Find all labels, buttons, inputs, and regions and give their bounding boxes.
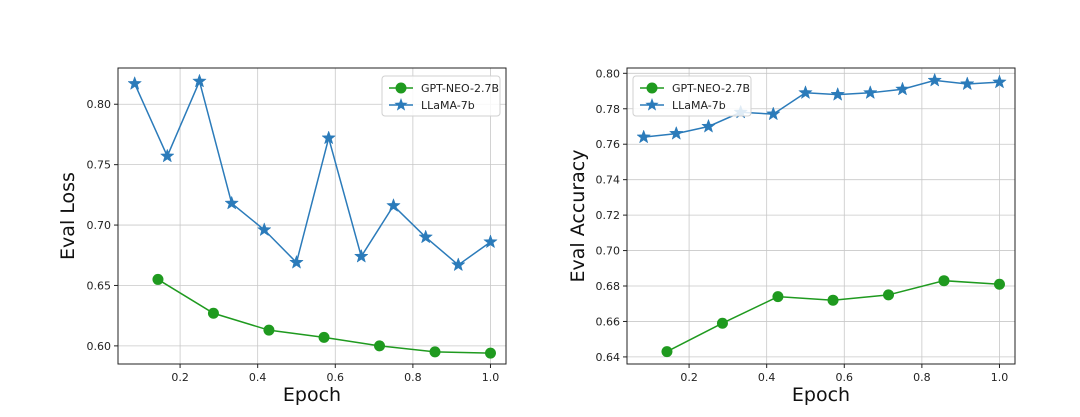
data-point-llama [224,195,240,210]
x-tick-label: 0.4 [249,371,267,384]
data-point-gpt [318,331,330,343]
legend-box [632,75,752,117]
y-axis-title: Eval Accuracy [567,150,589,283]
y-tick-label: 0.80 [596,67,621,80]
data-point-llama [830,86,846,101]
y-tick-label: 0.68 [596,280,621,293]
data-point-gpt [263,324,275,336]
plot-frame [626,67,1016,365]
y-tick-label: 0.70 [87,219,112,232]
x-tick-label: 0.6 [836,371,854,384]
data-point-llama [159,148,175,163]
data-point-gpt [207,307,219,319]
x-tick-label: 0.2 [680,371,698,384]
y-tick-label: 0.80 [87,98,112,111]
series-line-llama [643,79,1000,138]
data-point-llama [192,73,207,88]
data-point-gpt [883,289,895,301]
data-point-llama [862,85,878,100]
y-tick-label: 0.76 [596,138,621,151]
x-axis-title: Epoch [283,384,341,406]
legend-label-gpt: GPT-NEO-2.7B [672,82,750,95]
data-point-gpt [772,291,784,303]
y-tick-label: 0.66 [596,315,621,328]
y-tick-label: 0.75 [87,159,112,172]
x-tick-label: 0.8 [913,371,931,384]
plot-frame [117,67,507,365]
data-point-llama [701,118,716,133]
data-point-llama [765,106,781,121]
data-point-llama [636,129,652,144]
data-point-llama [992,74,1007,89]
chart-eval-accuracy: 0.2 0.4 0.6 0.8 1.0 0.64 0.66 0.68 0.70 0.72 0.74 0… [567,67,1016,406]
data-point-gpt [661,346,673,358]
data-point-gpt [429,346,441,358]
chart-eval-loss: 0.2 0.4 0.6 0.8 1.0 0.60 0.65 0.70 0.75 0.80 GPT-N… [57,67,507,406]
data-point-llama [127,75,143,90]
legend-label-llama: LLaMA-7b [421,99,475,112]
legend-marker-gpt [646,82,658,94]
x-tick-label: 1.0 [482,371,500,384]
legend: GPT-NEO-2.7B LLaMA-7b [632,75,752,117]
x-tick-label: 1.0 [991,371,1009,384]
data-point-llama [289,254,304,269]
x-tick-label: 0.8 [404,371,422,384]
y-tick-label: 0.74 [596,174,621,187]
x-tick-label: 0.4 [758,371,776,384]
data-point-gpt [152,273,164,285]
data-point-llama [418,229,434,244]
data-point-gpt [827,294,839,306]
data-point-llama [256,222,272,237]
data-point-llama [668,125,684,140]
legend-marker-gpt [395,82,407,94]
data-point-gpt [484,347,496,359]
legend-label-llama: LLaMA-7b [672,99,726,112]
legend-label-gpt: GPT-NEO-2.7B [421,82,499,95]
data-point-gpt [716,317,728,329]
legend: GPT-NEO-2.7B LLaMA-7b [381,75,501,117]
y-tick-label: 0.65 [87,279,112,292]
data-point-gpt [993,278,1005,290]
data-point-llama [321,130,337,145]
data-point-llama [483,234,498,249]
legend-box [381,75,501,117]
legend-marker-llama [645,98,659,111]
x-tick-label: 0.6 [327,371,345,384]
y-tick-label: 0.64 [596,351,621,364]
y-tick-label: 0.78 [596,103,621,116]
series-line-gpt [666,279,1000,353]
legend-marker-llama [394,98,408,111]
data-point-llama [353,248,369,263]
data-point-llama [450,257,466,272]
data-point-llama [927,72,943,87]
y-tick-label: 0.60 [87,340,112,353]
data-point-llama [798,85,813,100]
series-line-llama [133,78,491,266]
data-point-llama [959,76,975,91]
data-point-gpt [374,340,386,352]
data-point-gpt [938,275,950,287]
data-point-llama [386,198,401,212]
y-tick-label: 0.72 [596,209,621,222]
y-tick-label: 0.70 [596,245,621,258]
x-tick-label: 0.2 [171,371,189,384]
x-axis-title: Epoch [792,384,850,406]
y-axis-title: Eval Loss [57,172,79,260]
data-point-llama [895,81,910,96]
